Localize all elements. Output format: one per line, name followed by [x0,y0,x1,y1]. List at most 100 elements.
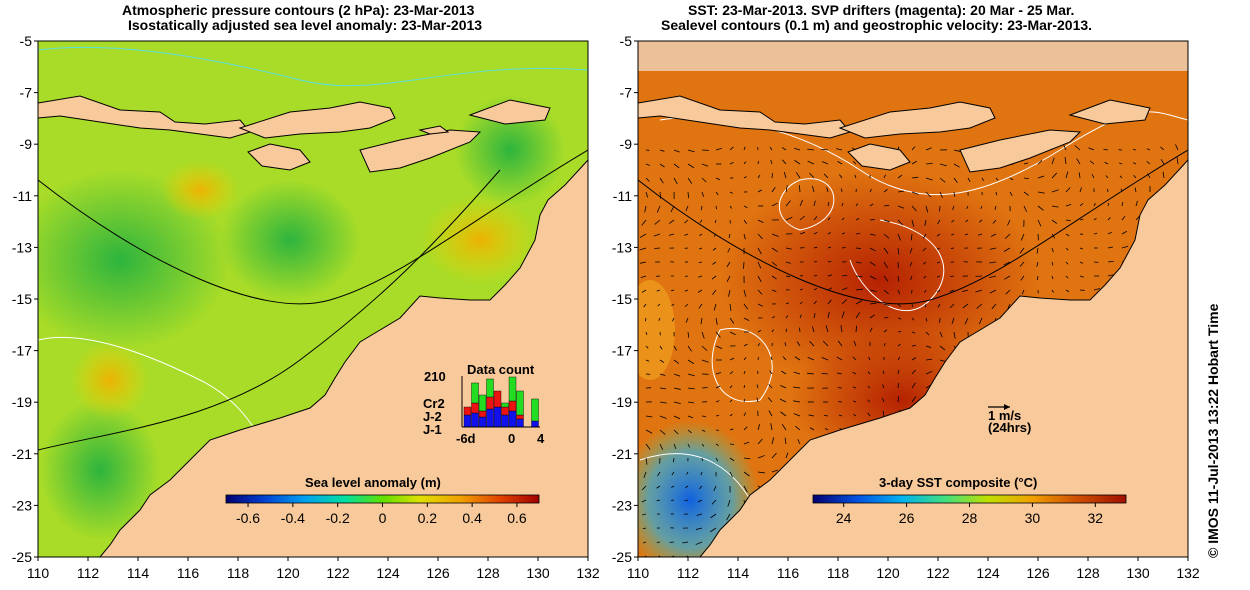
velocity-arrow [910,275,913,280]
velocity-arrow [785,328,787,333]
velocity-arrow [1007,303,1011,309]
velocity-arrow [962,303,969,309]
velocity-arrow [853,340,857,347]
velocity-arrow [807,372,815,375]
velocity-arrow [743,219,748,225]
velocity-arrow [779,398,787,403]
velocity-arrow [715,177,721,181]
velocity-arrow [897,317,902,320]
velocity-arrow [659,177,664,184]
velocity-arrow [743,176,747,179]
velocity-arrow [812,326,815,333]
velocity-arrow [1065,261,1069,265]
velocity-arrow [673,387,681,390]
velocity-arrow [951,219,955,223]
velocity-arrow [645,191,649,198]
velocity-arrow [729,162,734,165]
velocity-arrow [644,317,647,322]
right-lat-tick-label: -19 [612,394,632,410]
data-count-bar-cr2 [501,402,509,408]
velocity-arrow [1107,246,1113,249]
velocity-arrow [837,340,843,347]
velocity-arrow [854,174,857,179]
velocity-arrow [1065,289,1070,293]
velocity-arrow [727,499,731,507]
velocity-arrow [939,345,946,351]
velocity-arrow [1019,247,1025,254]
velocity-arrow [783,171,787,179]
velocity-arrow [855,203,859,207]
velocity-arrow [897,303,901,308]
velocity-arrow [869,188,872,193]
right-colorbar-title: 3-day SST composite (°C) [879,475,1037,490]
velocity-arrow [656,289,661,292]
left-sla-low-blob [220,180,360,300]
velocity-arrow [855,275,863,278]
velocity-arrow [743,485,748,493]
velocity-arrow [743,289,747,297]
velocity-arrow [883,329,888,333]
right-colorbar-gradient [812,494,1127,504]
velocity-arrow [643,303,647,308]
velocity-arrow [813,231,818,235]
right-land-australia [699,159,1188,557]
velocity-arrow [794,356,801,361]
velocity-arrow [813,216,818,221]
velocity-arrow [1121,202,1124,207]
velocity-arrow [1051,247,1054,253]
velocity-arrow [841,274,848,277]
velocity-arrow [656,485,661,489]
velocity-arrow [771,437,775,445]
velocity-arrow [822,340,829,347]
velocity-arrow [989,275,997,279]
velocity-arrow [785,452,789,459]
velocity-arrow [659,415,667,419]
velocity-arrow [1019,261,1025,267]
velocity-arrow [645,331,648,336]
left-lat-tick-label: -23 [12,497,32,513]
velocity-arrow [989,261,997,264]
left-lat-tick-label: -5 [20,33,33,49]
velocity-arrow [781,424,787,431]
velocity-arrow [883,204,890,207]
velocity-arrow [785,247,792,250]
velocity-arrow [882,397,885,403]
velocity-arrow [869,247,876,252]
velocity-arrow [770,356,773,361]
data-count-bar-j1 [463,414,472,428]
velocity-arrow [727,247,731,253]
velocity-arrow [827,201,830,207]
velocity-arrow [953,149,961,152]
velocity-arrow [1065,203,1072,207]
velocity-arrow [1020,275,1025,281]
velocity-arrow [687,177,693,184]
velocity-arrow [852,356,857,361]
data-count-bar-cr2 [471,382,479,404]
velocity-arrow [757,275,762,282]
velocity-arrow [743,412,747,417]
left-land-island-timor [359,129,482,173]
velocity-arrow [867,385,871,389]
velocity-arrow [712,261,717,265]
velocity-arrow [1093,288,1100,291]
velocity-arrow [883,316,889,319]
right-land-island-timor [959,129,1082,173]
left-colorbar-tick-label: 0.6 [507,510,527,526]
velocity-arrow [897,219,903,226]
velocity-arrow [1004,233,1011,239]
velocity-arrow [700,205,703,211]
data-count-inset: Data count 210 Cr2 J-2 J-1 -6d 0 4 [423,362,545,446]
velocity-arrow [684,219,689,224]
velocity-arrow [726,513,731,521]
velocity-arrow [710,513,717,519]
left-lon-tick-label: 126 [426,565,450,581]
velocity-arrow [728,289,731,297]
right-bathymetry-contour [638,149,1188,305]
right-lon-tick-label: 132 [1176,565,1200,581]
velocity-arrow [821,357,829,361]
velocity-arrow [1146,148,1151,151]
right-land-islands-east [838,101,996,139]
right-colorbar-tick-label: 26 [899,510,915,526]
left-lat-tick-label: -21 [12,446,32,462]
velocity-arrow [869,219,875,221]
